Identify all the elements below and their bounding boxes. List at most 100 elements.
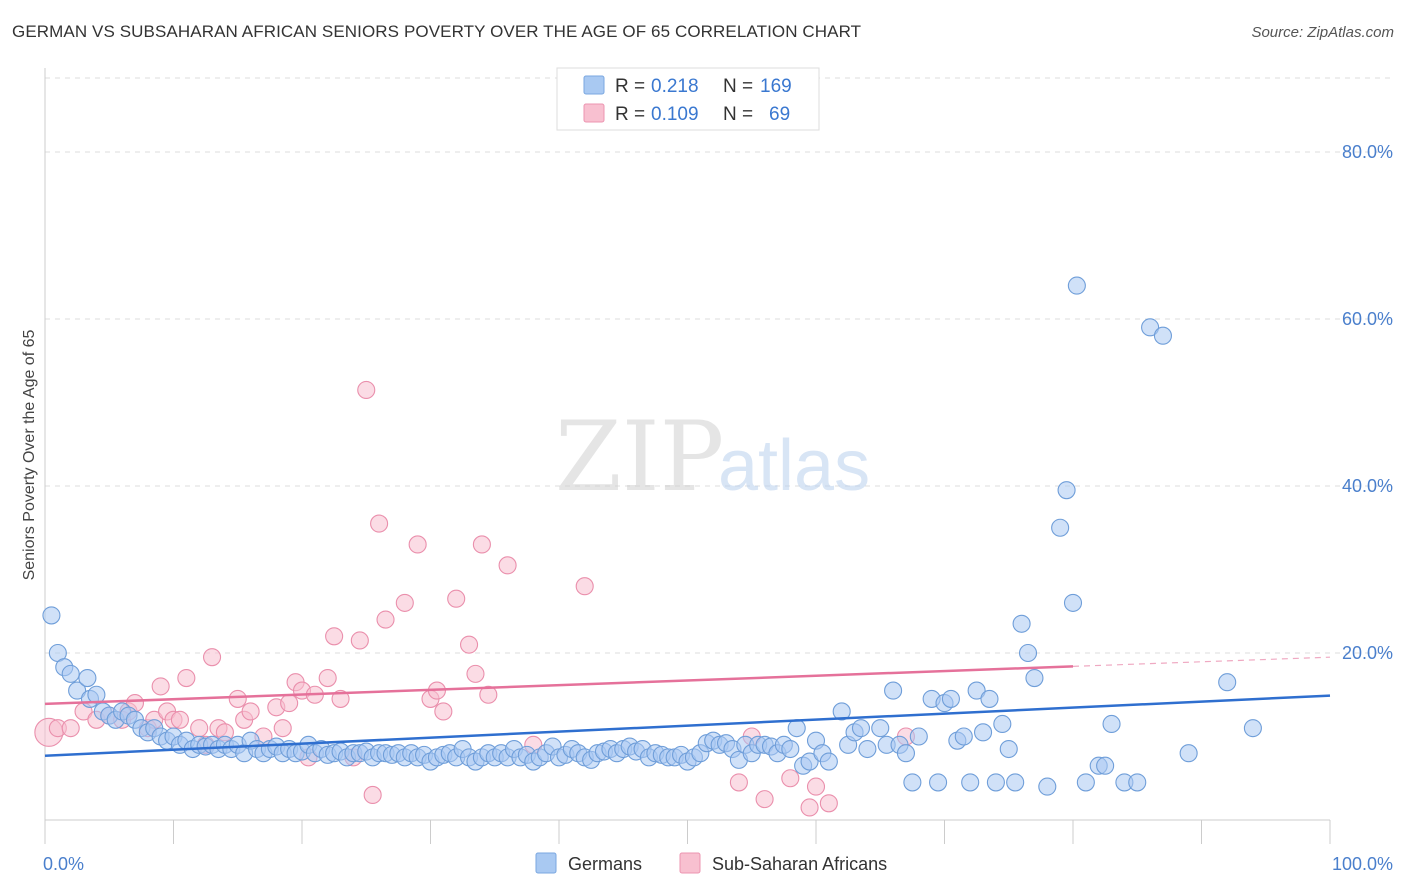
point-african-37 (357, 380, 376, 400)
point-german-122 (832, 702, 851, 721)
point-african-27 (280, 694, 299, 713)
point-german-149 (1018, 643, 1038, 663)
point-german-115 (781, 739, 800, 759)
watermark: ZIP atlas (555, 401, 870, 513)
point-african-57 (781, 769, 800, 788)
point-african-32 (318, 668, 337, 688)
series-germans (42, 276, 1262, 796)
point-african-46 (447, 589, 466, 608)
point-german-3 (61, 664, 80, 683)
point-german-0 (42, 606, 61, 625)
point-german-126 (858, 739, 877, 759)
watermark-atlas: atlas (718, 426, 870, 506)
point-african-42 (408, 535, 427, 554)
legend-r-label-africans: R = (615, 104, 645, 125)
legend-swatch-africans (583, 103, 605, 123)
point-german-121 (819, 752, 838, 771)
point-african-54 (729, 773, 748, 792)
point-african-18 (203, 648, 222, 667)
legend-n-value-africans: 69 (769, 104, 790, 125)
x-tick-labels: 0.0% 100.0% (43, 854, 1393, 874)
point-german-153 (1057, 481, 1076, 500)
point-german-163 (1153, 326, 1172, 345)
legend-stats: R = 0.218 N = 169 R = 0.109 N = 69 (556, 67, 820, 131)
trend-line-africans-extension (1072, 656, 1331, 667)
point-african-21 (228, 689, 247, 708)
grid-lines (45, 77, 1395, 654)
watermark-zip: ZIP (555, 401, 724, 513)
point-german-150 (1025, 668, 1044, 688)
point-german-141 (967, 681, 986, 700)
point-african-56 (755, 790, 774, 809)
y-tick-label-2: 60.0% (1342, 309, 1393, 329)
x-tick-label-min: 0.0% (43, 854, 84, 874)
legend-r-label-germans: R = (615, 76, 645, 97)
point-african-53 (575, 577, 594, 596)
point-german-118 (800, 752, 819, 771)
y-tick-label-0: 20.0% (1342, 643, 1393, 663)
point-african-48 (466, 664, 485, 683)
point-african-41 (395, 593, 414, 612)
point-german-144 (986, 773, 1005, 792)
point-german-154 (1063, 593, 1083, 612)
point-african-26 (273, 719, 292, 738)
point-german-125 (851, 719, 871, 738)
chart-title: GERMAN VS SUBSAHARAN AFRICAN SENIORS POV… (12, 22, 862, 41)
point-african-60 (819, 794, 838, 813)
point-german-147 (1006, 773, 1025, 792)
legend-r-value-africans: 0.109 (651, 104, 699, 125)
trend-lines (44, 656, 1331, 757)
point-german-127 (871, 719, 890, 738)
point-german-159 (1102, 714, 1121, 734)
point-african-11 (151, 677, 170, 696)
point-african-58 (800, 798, 819, 817)
point-german-165 (1218, 673, 1237, 692)
point-german-137 (941, 689, 960, 708)
legend-bottom-label-germans: Germans (568, 854, 642, 874)
point-german-129 (884, 681, 903, 700)
point-german-133 (909, 727, 928, 746)
y-tick-label-3: 80.0% (1342, 142, 1393, 162)
point-african-39 (370, 514, 389, 533)
point-german-166 (1243, 719, 1262, 738)
point-african-36 (350, 631, 369, 650)
point-african-2 (61, 719, 80, 738)
legend-r-value-germans: 0.218 (651, 76, 699, 97)
point-african-47 (459, 635, 479, 654)
point-german-145 (993, 714, 1012, 734)
point-african-14 (170, 710, 189, 729)
point-german-139 (954, 727, 973, 746)
y-tick-label-1: 40.0% (1342, 476, 1393, 496)
point-german-146 (999, 739, 1018, 759)
legend-series: Germans Sub-Saharan Africans (535, 852, 887, 874)
point-german-164 (1179, 744, 1198, 763)
point-african-59 (806, 777, 826, 796)
point-african-38 (363, 785, 382, 805)
point-german-131 (896, 744, 916, 763)
point-african-33 (325, 627, 344, 646)
x-tick-label-max: 100.0% (1332, 854, 1393, 874)
point-german-5 (78, 668, 97, 688)
legend-n-label-germans: N = (723, 76, 753, 97)
point-german-140 (961, 773, 980, 792)
point-african-16 (190, 719, 209, 738)
point-german-162 (1141, 318, 1160, 337)
point-german-116 (787, 719, 806, 738)
chart-source: Source: ZipAtlas.com (1251, 24, 1394, 41)
point-african-45 (434, 702, 453, 721)
legend-n-label-africans: N = (723, 104, 753, 125)
trend-line-germans (44, 694, 1331, 757)
legend-swatch-germans (583, 75, 605, 95)
point-german-135 (929, 773, 948, 792)
trend-line-africans (44, 665, 1074, 706)
legend-n-value-germans: 169 (760, 76, 792, 97)
point-german-132 (903, 773, 922, 792)
point-german-152 (1051, 518, 1070, 537)
legend-bottom-label-africans: Sub-Saharan Africans (712, 854, 887, 874)
legend-bottom-swatch-germans (535, 852, 557, 874)
point-african-34 (331, 689, 350, 708)
point-african-49 (472, 535, 491, 554)
legend-bottom-swatch-africans (679, 852, 701, 874)
point-german-151 (1038, 777, 1057, 796)
